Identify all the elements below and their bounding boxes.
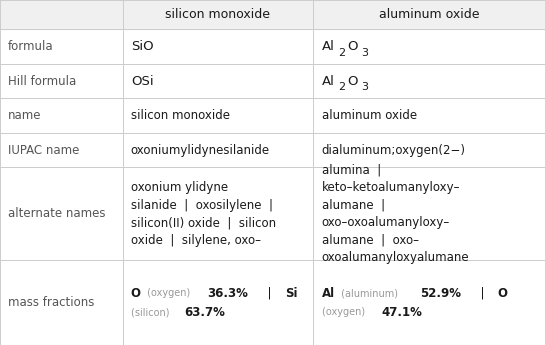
Text: Al: Al (322, 287, 335, 299)
Text: (oxygen): (oxygen) (322, 307, 368, 317)
Text: oxonium ylidyne
silanide  |  oxosilylene  |
silicon(II) oxide  |  silicon
oxide : oxonium ylidyne silanide | oxosilylene |… (131, 181, 276, 247)
Text: aluminum oxide: aluminum oxide (322, 109, 417, 122)
Text: alternate names: alternate names (8, 207, 106, 220)
Text: (aluminum): (aluminum) (338, 288, 402, 298)
Text: O: O (498, 287, 507, 299)
Text: Al: Al (322, 75, 335, 88)
Text: |: | (260, 287, 279, 299)
Text: silicon monoxide: silicon monoxide (166, 8, 270, 21)
Text: OSi: OSi (131, 75, 154, 88)
Text: (silicon): (silicon) (131, 307, 172, 317)
Text: Si: Si (284, 287, 297, 299)
Text: name: name (8, 109, 41, 122)
Text: IUPAC name: IUPAC name (8, 144, 80, 157)
Text: formula: formula (8, 40, 54, 53)
Text: Al: Al (322, 40, 335, 53)
Text: (oxygen): (oxygen) (144, 288, 193, 298)
Text: mass fractions: mass fractions (8, 296, 94, 309)
Text: silicon monoxide: silicon monoxide (131, 109, 230, 122)
Text: 36.3%: 36.3% (208, 287, 249, 299)
Text: alumina  |
keto–ketoalumanyloxy–
alumane  |
oxo–oxoalumanyloxy–
alumane  |  oxo–: alumina | keto–ketoalumanyloxy– alumane … (322, 164, 469, 264)
Text: oxoniumylidynesilanide: oxoniumylidynesilanide (131, 144, 270, 157)
Text: Hill formula: Hill formula (8, 75, 76, 88)
Text: 2: 2 (338, 82, 346, 92)
Text: SiO: SiO (131, 40, 154, 53)
Text: 2: 2 (338, 48, 346, 58)
Text: 63.7%: 63.7% (185, 306, 226, 319)
Text: O: O (347, 75, 358, 88)
Text: O: O (347, 40, 358, 53)
Text: O: O (131, 287, 141, 299)
Text: 3: 3 (361, 48, 368, 58)
Text: dialuminum;oxygen(2−): dialuminum;oxygen(2−) (322, 144, 465, 157)
Bar (0, 0, 545, 29)
Text: 3: 3 (361, 82, 368, 92)
Text: 47.1%: 47.1% (381, 306, 422, 319)
Text: |: | (473, 287, 492, 299)
Text: aluminum oxide: aluminum oxide (379, 8, 480, 21)
Text: 52.9%: 52.9% (420, 287, 461, 299)
